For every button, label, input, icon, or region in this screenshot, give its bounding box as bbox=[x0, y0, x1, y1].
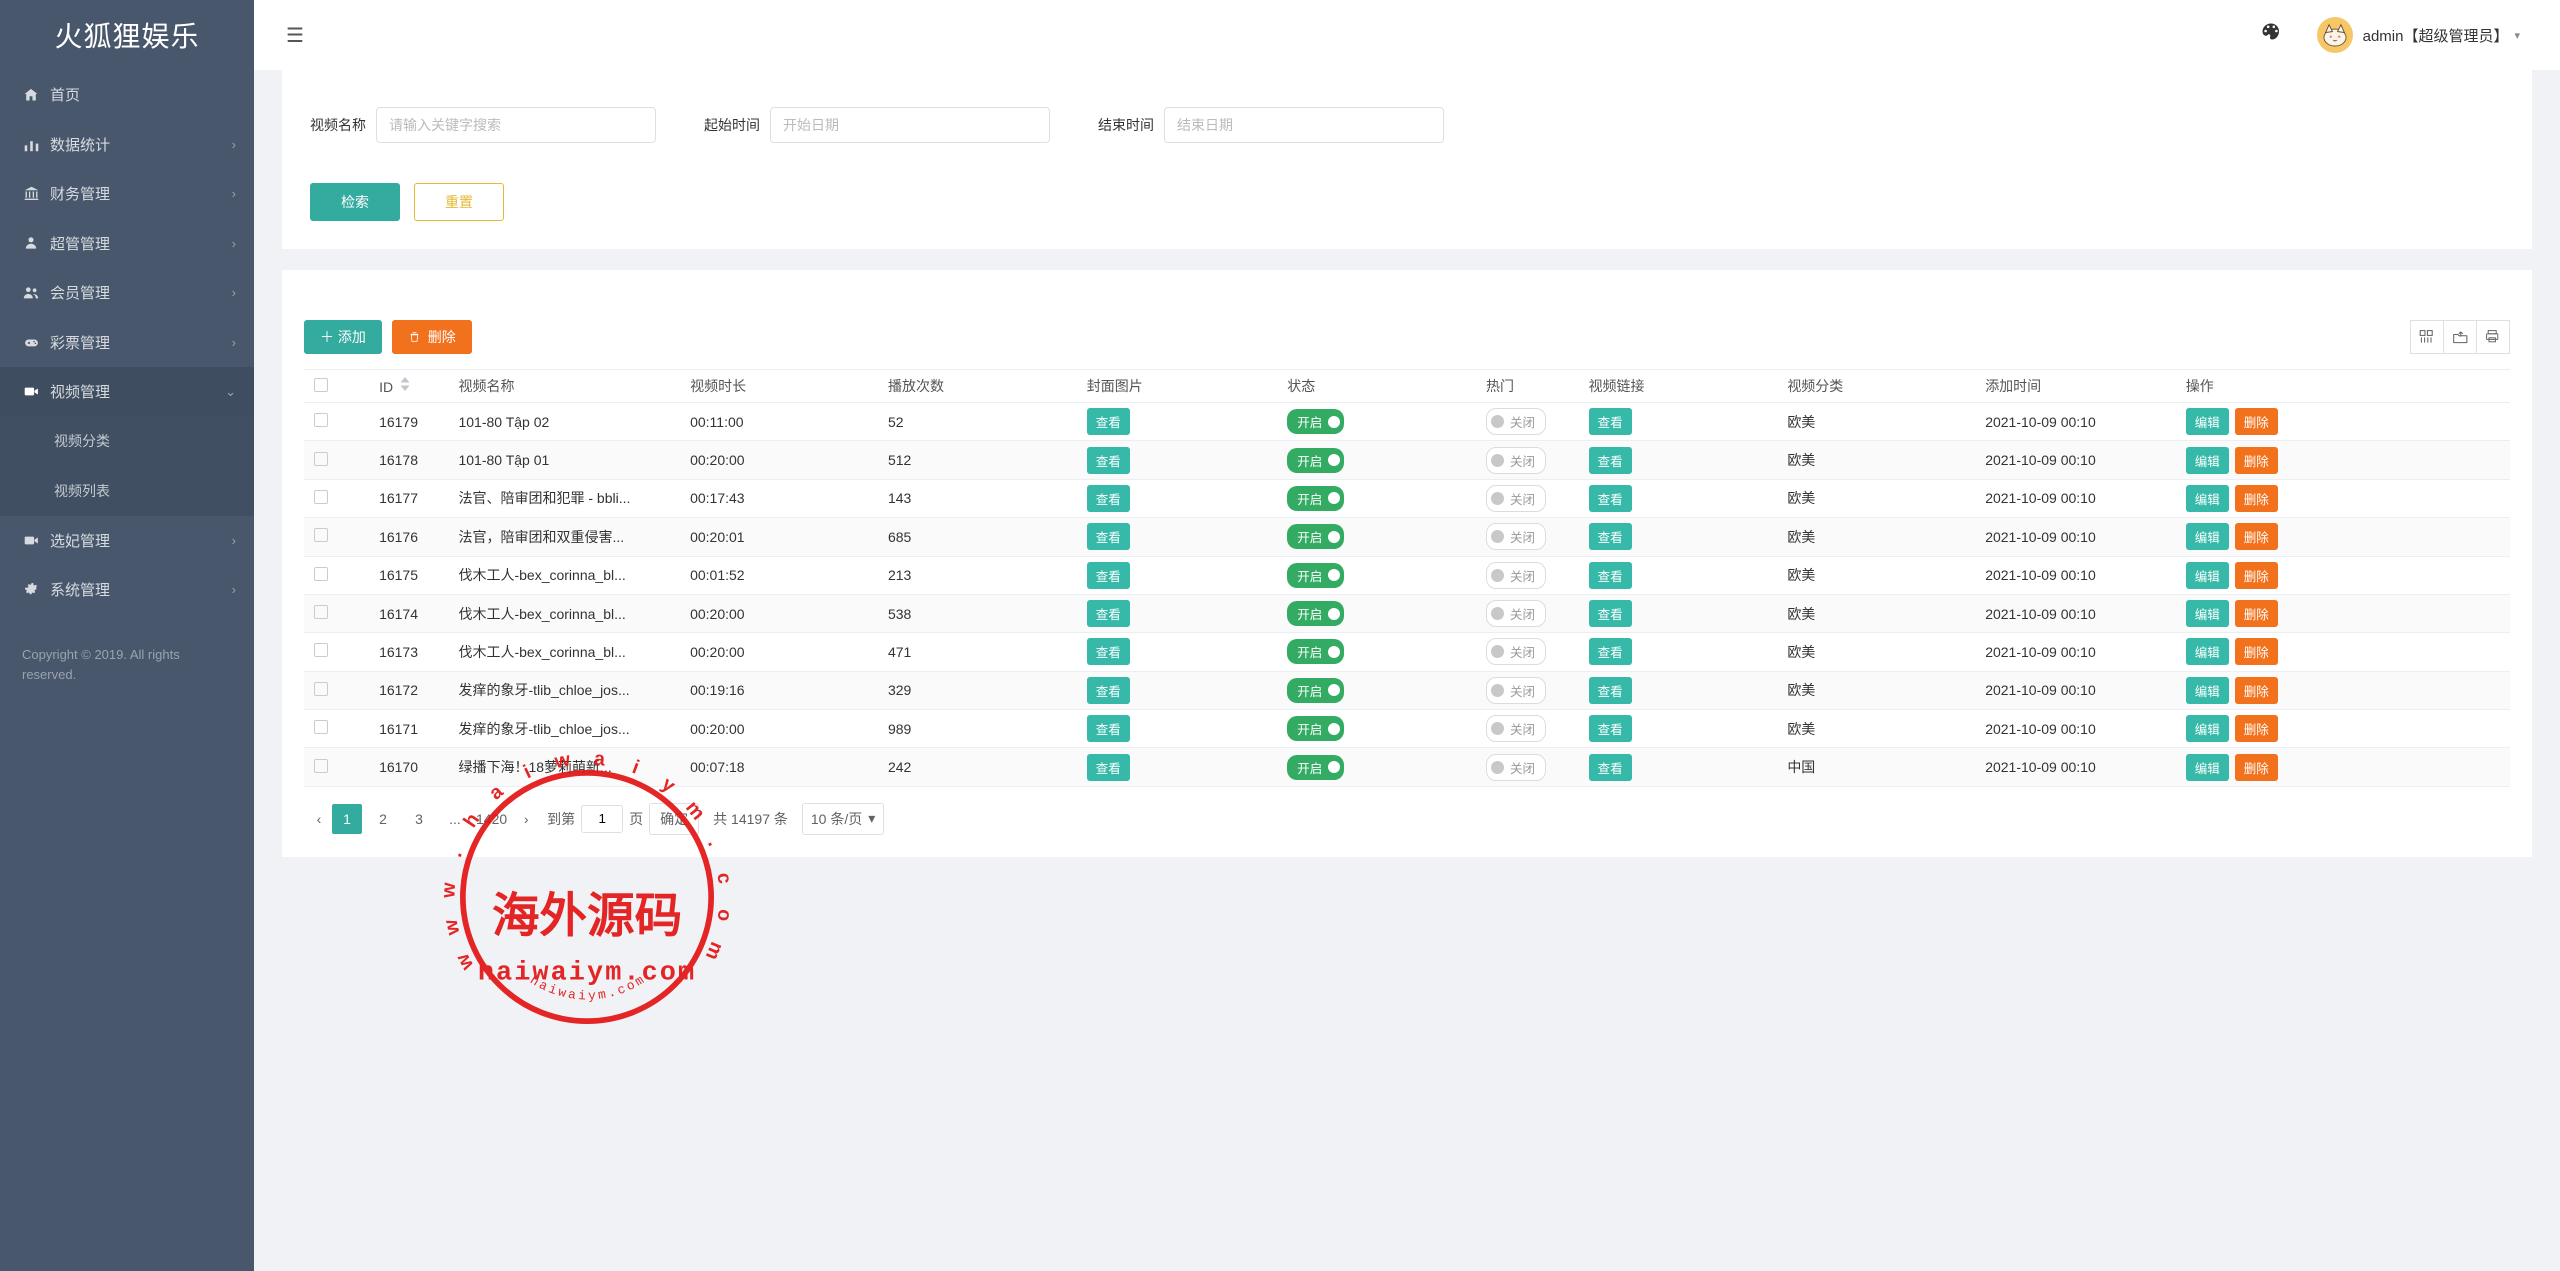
svg-text:w: w bbox=[556, 984, 568, 1001]
svg-text:o: o bbox=[713, 908, 736, 923]
svg-text:.: . bbox=[606, 984, 617, 1000]
svg-text:m: m bbox=[701, 939, 728, 964]
svg-text:w: w bbox=[439, 917, 464, 938]
svg-text:i: i bbox=[546, 981, 559, 998]
svg-text:c: c bbox=[615, 981, 628, 998]
svg-text:w: w bbox=[451, 949, 478, 974]
svg-text:h: h bbox=[527, 973, 542, 990]
svg-text:m: m bbox=[597, 987, 607, 1003]
svg-text:m: m bbox=[632, 972, 647, 989]
svg-text:a: a bbox=[567, 987, 577, 1003]
svg-text:海外源码: 海外源码 bbox=[492, 890, 682, 943]
svg-text:haiwaiym.com: haiwaiym.com bbox=[478, 959, 696, 989]
svg-text:c: c bbox=[712, 871, 735, 885]
svg-text:y: y bbox=[588, 988, 597, 1003]
svg-text:o: o bbox=[624, 977, 638, 994]
svg-text:w: w bbox=[437, 881, 460, 899]
svg-text:a: a bbox=[537, 977, 551, 994]
svg-text:i: i bbox=[578, 988, 587, 1003]
